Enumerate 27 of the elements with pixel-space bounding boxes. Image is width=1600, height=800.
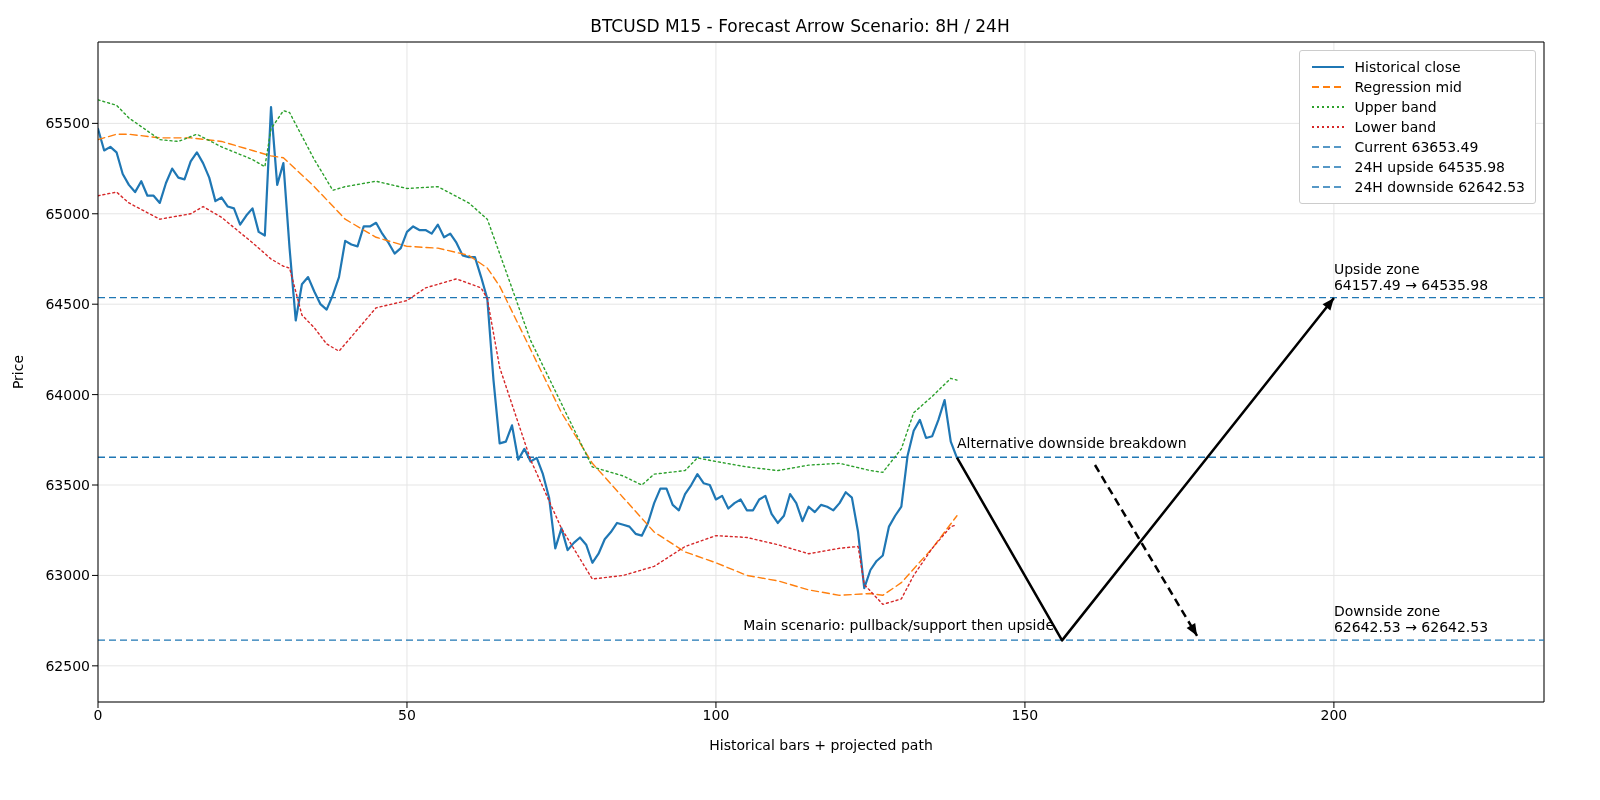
annotation: Main scenario: pullback/support then upside bbox=[743, 617, 1054, 634]
legend-label: 24H upside 64535.98 bbox=[1354, 159, 1505, 175]
chart-title: BTCUSD M15 - Forecast Arrow Scenario: 8H / 24H bbox=[589, 16, 1011, 36]
annotation: Alternative downside breakdown bbox=[956, 435, 1187, 452]
y-tick-label: 63500 bbox=[45, 476, 90, 493]
x-tick-label: 200 bbox=[1320, 706, 1348, 723]
y-tick-label: 65500 bbox=[45, 115, 90, 132]
x-tick-label: 150 bbox=[1011, 706, 1039, 723]
annotation: Upside zone 64157.49 → 64535.98 bbox=[1333, 260, 1489, 293]
legend-label: Regression mid bbox=[1354, 79, 1462, 95]
x-axis-title: Historical bars + projected path bbox=[709, 737, 933, 753]
y-tick-label: 62500 bbox=[45, 657, 90, 674]
y-tick-label: 64500 bbox=[45, 296, 90, 313]
x-tick-label: 100 bbox=[702, 706, 730, 723]
legend-label: Lower band bbox=[1354, 119, 1437, 135]
y-tick-label: 63000 bbox=[45, 567, 90, 584]
legend-label: 24H downside 62642.53 bbox=[1354, 179, 1525, 195]
y-axis-title: Price bbox=[9, 354, 26, 390]
y-tick-label: 64000 bbox=[45, 386, 90, 403]
legend-label: Upper band bbox=[1354, 99, 1437, 115]
x-tick-label: 0 bbox=[93, 706, 103, 723]
legend-label: Current 63653.49 bbox=[1354, 139, 1479, 155]
y-tick-label: 65000 bbox=[45, 205, 90, 222]
line-series bbox=[98, 99, 958, 486]
legend-label: Historical close bbox=[1354, 59, 1461, 75]
annotation: Downside zone 62642.53 → 62642.53 bbox=[1333, 603, 1489, 636]
x-tick-label: 50 bbox=[398, 706, 416, 723]
